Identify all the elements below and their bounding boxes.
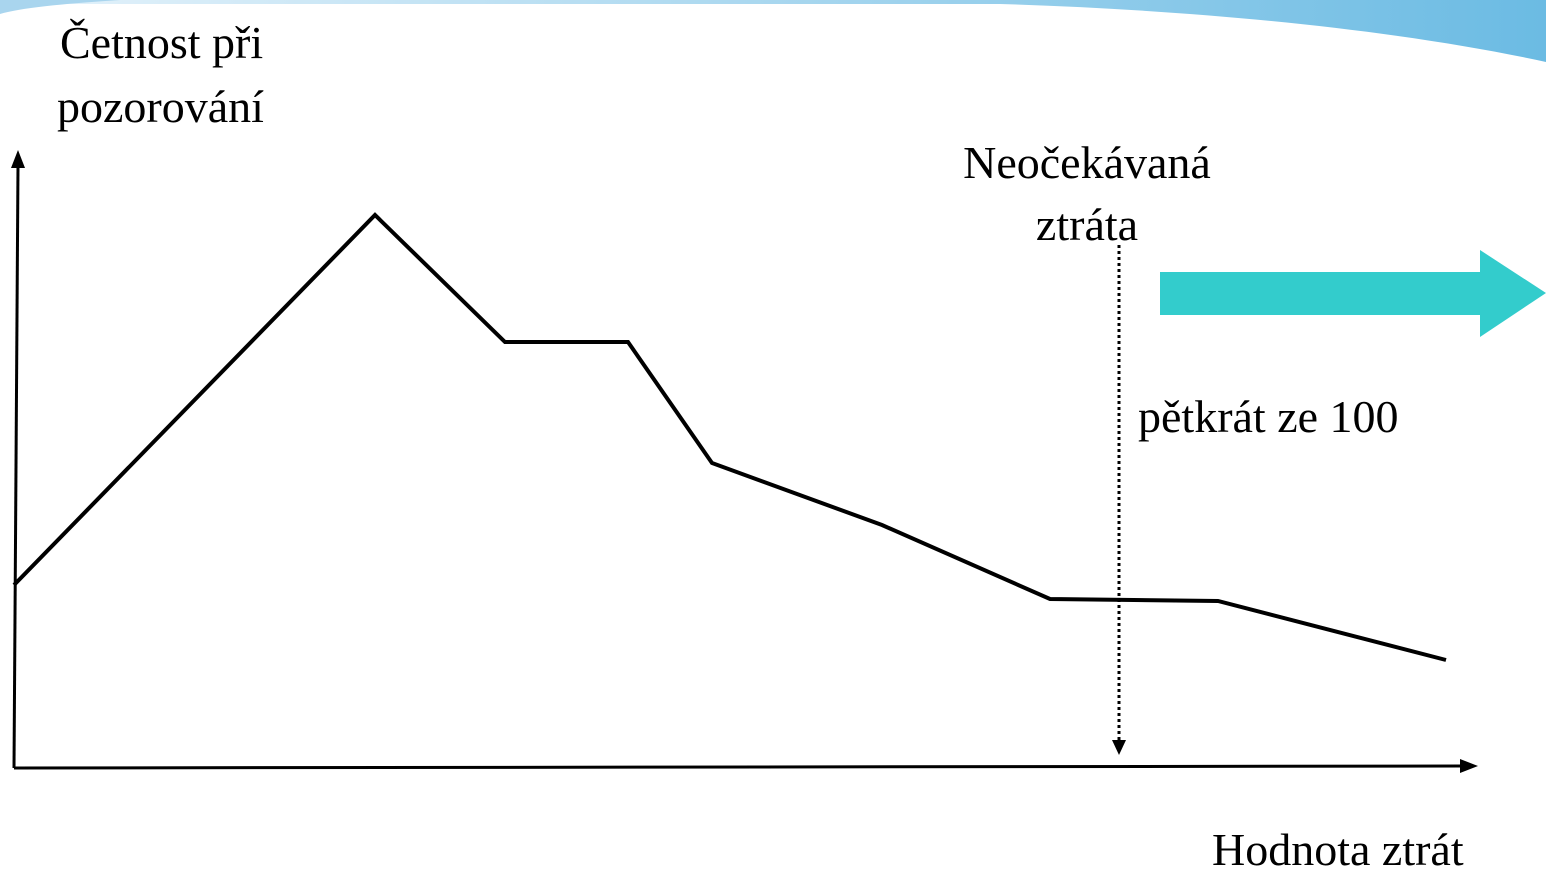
- y-axis-arrow: [11, 150, 25, 168]
- header-swoosh-left: [0, 0, 120, 14]
- note: pětkrát ze 100: [1138, 391, 1399, 442]
- threshold-arrow: [1112, 740, 1126, 755]
- tail-arrow-body: [1160, 272, 1482, 315]
- tail-arrow-head: [1480, 250, 1546, 337]
- annotation: ztráta: [1036, 199, 1138, 250]
- x-axis-arrow: [1460, 759, 1478, 773]
- y-axis: [12, 164, 20, 769]
- loss-curve: [12, 212, 1447, 662]
- x-axis-label: Hodnota ztrát: [1212, 824, 1464, 870]
- header-swoosh: [0, 0, 1546, 62]
- annotation: Neočekávaná: [963, 137, 1211, 188]
- y-axis-label: pozorování: [57, 81, 264, 132]
- x-axis: [13, 764, 1463, 770]
- y-axis-label: Četnost při: [60, 17, 263, 68]
